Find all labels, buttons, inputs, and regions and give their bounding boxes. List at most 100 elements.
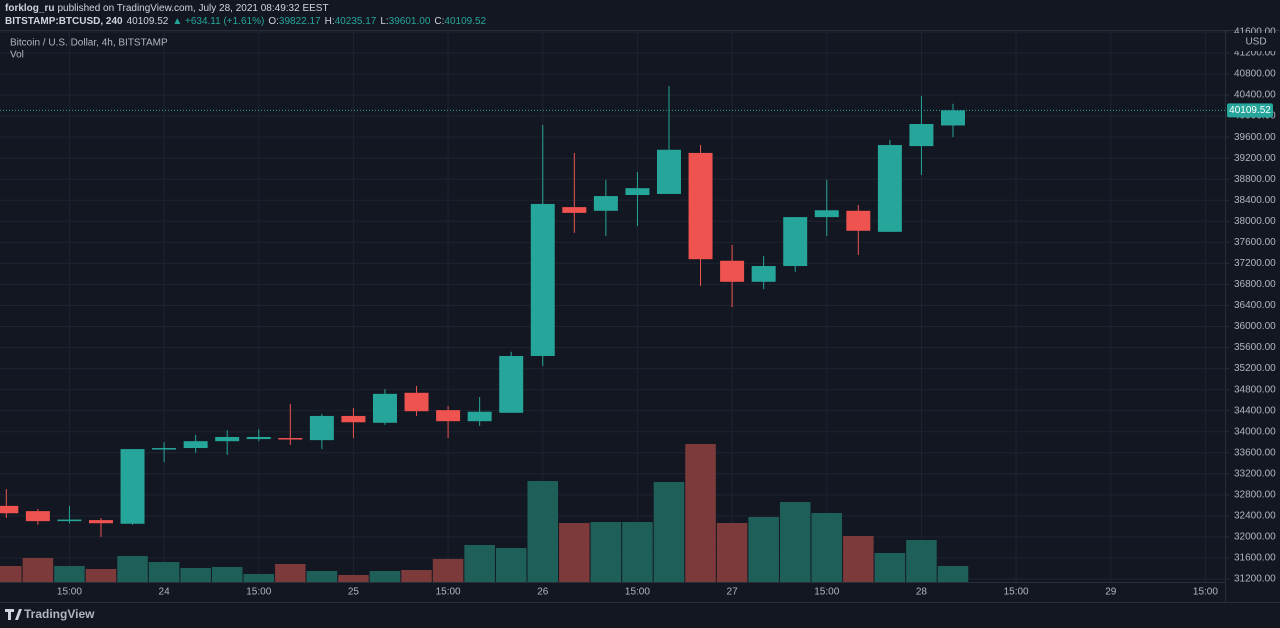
candle-body (152, 448, 177, 450)
volume-bar (85, 569, 117, 582)
volume-bar (495, 548, 527, 582)
y-tick-label: 35200.00 (1234, 363, 1276, 374)
currency-box (1226, 33, 1280, 51)
y-tick-label: 37600.00 (1234, 237, 1276, 248)
candle-body (436, 410, 461, 422)
candle-body (467, 411, 492, 422)
currency: USD (1245, 37, 1266, 48)
y-tick-label: 39200.00 (1234, 153, 1276, 164)
last-price-box (1227, 103, 1273, 118)
y-tick-label: 41600.00 (1234, 27, 1276, 38)
candle-body (593, 196, 618, 211)
x-tick-label: 15:00 (1004, 587, 1029, 598)
y-tick-label: 36000.00 (1234, 321, 1276, 332)
candle-body (278, 438, 303, 440)
candle-body (751, 266, 776, 282)
volume-bar (211, 567, 243, 582)
candle-body (688, 152, 713, 260)
candle-body (246, 436, 271, 440)
y-tick-label: 38800.00 (1234, 174, 1276, 185)
volume-bar (622, 522, 653, 582)
volume-bar (0, 566, 22, 582)
volume-bar (527, 481, 559, 582)
y-tick-label: 39600.00 (1234, 132, 1276, 143)
y-tick-label: 34800.00 (1234, 384, 1276, 395)
volume-bar (180, 568, 211, 582)
volume-bar (306, 571, 338, 582)
ohlc-value: 40235.17 (335, 16, 377, 27)
y-tick-label: 33600.00 (1234, 447, 1276, 458)
price: 40109.52 (127, 16, 169, 27)
ohlc-value: 40109.52 (444, 16, 486, 27)
candle-body (120, 449, 145, 524)
volume-bar (275, 564, 306, 582)
volume-bar (401, 570, 432, 582)
y-tick-label: 41200.00 (1234, 48, 1276, 59)
volume-bar (464, 545, 495, 582)
volume-bar (811, 513, 843, 582)
candle-body (909, 123, 934, 147)
header-line-1: forklog_ru published on TradingView.com, … (5, 3, 329, 14)
x-tick-label: 25 (348, 587, 360, 598)
y-tick-label: 36800.00 (1234, 279, 1276, 290)
volume-bar (716, 523, 748, 582)
volume-bar (748, 517, 779, 582)
footer-brand: TradingView (24, 607, 95, 621)
candle-body (530, 203, 555, 356)
volume-bar (117, 556, 148, 582)
y-tick-label: 33200.00 (1234, 468, 1276, 479)
volume-bar (54, 566, 85, 582)
candle-body (0, 505, 19, 514)
volume-bar (243, 574, 275, 582)
volume-bar (779, 502, 811, 582)
candle-body (372, 393, 397, 423)
y-tick-label: 38400.00 (1234, 195, 1276, 206)
symbol: BITSTAMP:BTCUSD, 240 (5, 16, 123, 27)
chart-title: Bitcoin / U.S. Dollar, 4h, BITSTAMP (10, 38, 168, 49)
x-tick-label: 15:00 (246, 587, 271, 598)
x-tick-label: 28 (916, 587, 928, 598)
candle-body (215, 436, 240, 442)
published: published on TradingView.com, July 28, 2… (57, 3, 328, 14)
volume-bar (653, 482, 685, 582)
candle-body (940, 110, 965, 126)
x-tick-label: 29 (1105, 587, 1117, 598)
volume-bars (0, 444, 969, 582)
y-tick-label: 32000.00 (1234, 532, 1276, 543)
grid (0, 30, 1225, 582)
volume-bar (22, 558, 54, 582)
volume-bar (906, 540, 937, 582)
volume-bar (874, 553, 906, 582)
y-tick-label: 38000.00 (1234, 216, 1276, 227)
author: forklog_ru (5, 3, 54, 14)
candle-body (562, 207, 587, 213)
y-tick-label: 32400.00 (1234, 511, 1276, 522)
volume-bar (843, 536, 874, 582)
candle-body (309, 415, 334, 441)
y-tick-label: 36400.00 (1234, 300, 1276, 311)
volume-label: Vol (10, 50, 24, 61)
volume-bar (369, 571, 401, 582)
y-tick-label: 35600.00 (1234, 342, 1276, 353)
x-tick-label: 15:00 (57, 587, 82, 598)
x-tick-label: 15:00 (436, 587, 461, 598)
y-tick-label: 40400.00 (1234, 90, 1276, 101)
candles (0, 86, 965, 537)
volume-bar (338, 575, 369, 582)
ohlc-value: 39601.00 (389, 16, 431, 27)
header-line-2: BITSTAMP:BTCUSD, 240 40109.52 ▲ +634.11 (+… (5, 16, 487, 27)
x-tick-label: 24 (159, 587, 171, 598)
volume-bar (559, 523, 590, 582)
ohlc-key: H: (325, 16, 335, 27)
candle-body (656, 149, 681, 194)
y-tick-label: 34000.00 (1234, 426, 1276, 437)
volume-bar (590, 522, 622, 582)
ohlc-key: L: (380, 16, 388, 27)
candle-body (877, 145, 902, 232)
candle-body (625, 188, 650, 196)
candle-body (341, 415, 366, 423)
ohlc-value: 39822.17 (279, 16, 321, 27)
candle-body (720, 260, 745, 282)
candle-body (814, 210, 839, 218)
